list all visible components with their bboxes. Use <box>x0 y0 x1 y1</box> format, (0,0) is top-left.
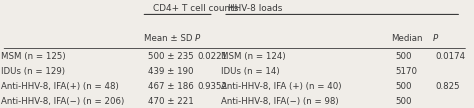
Text: P: P <box>195 33 201 43</box>
Text: 0.825: 0.825 <box>436 82 460 91</box>
Text: 0.0174: 0.0174 <box>436 52 465 61</box>
Text: 500: 500 <box>396 97 412 106</box>
Text: MSM (n = 124): MSM (n = 124) <box>221 52 285 61</box>
Text: Anti-HHV-8, IFA (+) (n = 40): Anti-HHV-8, IFA (+) (n = 40) <box>221 82 341 91</box>
Text: 470 ± 221: 470 ± 221 <box>148 97 194 106</box>
Text: 0.0221: 0.0221 <box>198 52 228 61</box>
Text: 0.9352: 0.9352 <box>198 82 228 91</box>
Text: MSM (n = 125): MSM (n = 125) <box>1 52 66 61</box>
Text: 5170: 5170 <box>396 67 418 76</box>
Text: CD4+ T cell counts: CD4+ T cell counts <box>153 4 238 13</box>
Text: 500 ± 235: 500 ± 235 <box>148 52 194 61</box>
Text: Anti-HHV-8, IFA(−) (n = 206): Anti-HHV-8, IFA(−) (n = 206) <box>1 97 125 106</box>
Text: IDUs (n = 14): IDUs (n = 14) <box>221 67 279 76</box>
Text: IDUs (n = 129): IDUs (n = 129) <box>1 67 65 76</box>
Text: 467 ± 186: 467 ± 186 <box>148 82 194 91</box>
Text: Median: Median <box>391 33 423 43</box>
Text: Anti-HHV-8, IFA(+) (n = 48): Anti-HHV-8, IFA(+) (n = 48) <box>1 82 119 91</box>
Text: 439 ± 190: 439 ± 190 <box>148 67 194 76</box>
Text: Mean ± SD: Mean ± SD <box>144 33 192 43</box>
Text: Anti-HHV-8, IFA(−) (n = 98): Anti-HHV-8, IFA(−) (n = 98) <box>221 97 338 106</box>
Text: 500: 500 <box>396 82 412 91</box>
Text: P: P <box>433 33 438 43</box>
Text: HHV-8 loads: HHV-8 loads <box>228 4 282 13</box>
Text: 500: 500 <box>396 52 412 61</box>
